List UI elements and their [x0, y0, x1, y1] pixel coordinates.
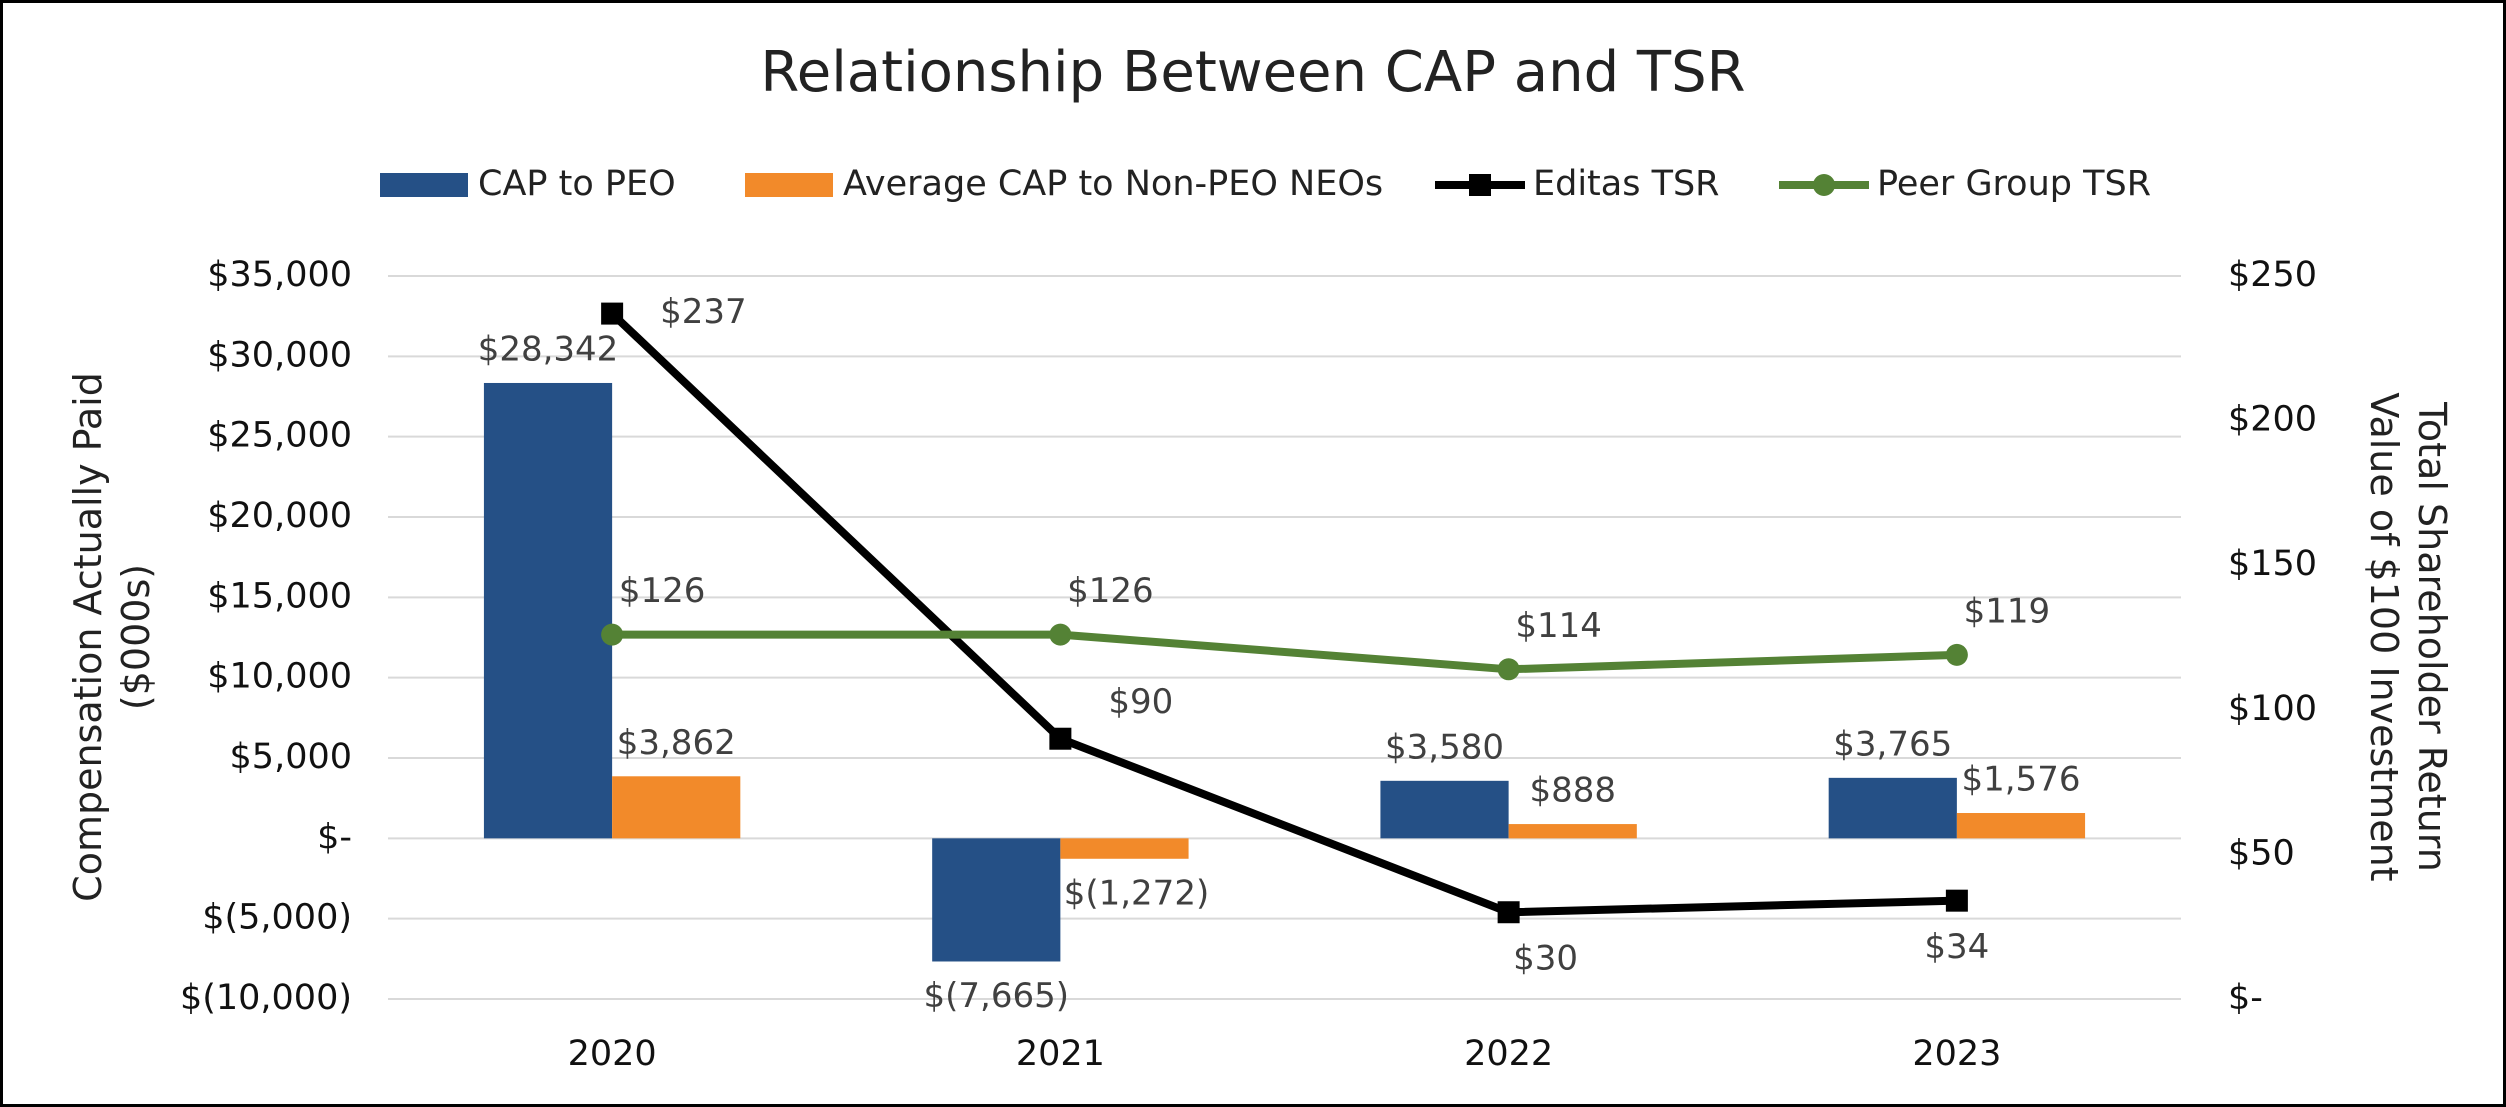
bar	[932, 838, 1061, 962]
legend-label: CAP to PEO	[478, 164, 676, 204]
data-label: $3,765	[1833, 724, 1952, 764]
legend-label: Editas TSR	[1533, 164, 1720, 204]
marker	[1497, 658, 1520, 681]
bar	[483, 382, 613, 839]
y2-tick-label: $150	[2228, 544, 2317, 584]
data-label: $119	[1964, 591, 2051, 631]
data-label: $237	[660, 292, 747, 332]
line	[612, 630, 1958, 674]
x-tick-label: 2021	[1016, 1034, 1105, 1074]
x-tick-label: 2022	[1464, 1034, 1553, 1074]
data-label: $30	[1513, 939, 1578, 979]
y-tick-label: $(5,000)	[202, 898, 352, 938]
data-label: $126	[1067, 571, 1154, 611]
y-axis-title-line: Compensation Actually Paid	[66, 372, 110, 902]
marker	[1049, 727, 1072, 750]
x-tick-label: 2023	[1912, 1034, 2001, 1074]
y-tick-label: $-	[317, 817, 352, 857]
data-label: $(7,665)	[924, 976, 1070, 1016]
y-tick-label: $20,000	[207, 496, 352, 536]
marker	[601, 302, 624, 325]
y2-axis-title: Total Shareholder ReturnValue of $100 In…	[2363, 392, 2455, 881]
legend-swatch	[745, 173, 833, 197]
bar	[1828, 777, 1957, 839]
legend-marker	[1469, 174, 1491, 196]
x-tick-label: 2020	[568, 1034, 657, 1074]
y-tick-label: $(10,000)	[180, 978, 352, 1018]
data-label: $3,580	[1385, 727, 1504, 767]
y2-tick-label: $200	[2228, 400, 2317, 440]
chart-title: Relationship Between CAP and TSR	[760, 40, 1745, 105]
y-tick-label: $25,000	[207, 416, 352, 456]
bar	[1508, 824, 1637, 839]
y2-tick-label: $100	[2228, 689, 2317, 729]
marker	[1049, 623, 1072, 646]
data-label: $888	[1529, 771, 1616, 811]
legend-label: Peer Group TSR	[1877, 164, 2151, 204]
y-tick-label: $30,000	[207, 335, 352, 375]
y2-tick-label: $50	[2228, 833, 2295, 873]
y-axis-title: Compensation Actually Paid ($000s)	[66, 372, 158, 902]
marker	[1945, 643, 1968, 666]
y-tick-label: $35,000	[207, 255, 352, 295]
y-tick-label: $5,000	[230, 737, 352, 777]
y-tick-label: $15,000	[207, 576, 352, 616]
data-label: $(1,272)	[1064, 873, 1210, 913]
legend-marker	[1813, 174, 1835, 196]
marker	[1497, 901, 1520, 924]
bar	[1380, 780, 1509, 839]
marker	[601, 623, 624, 646]
legend-swatch	[380, 173, 468, 197]
bar	[1956, 813, 2086, 839]
line	[609, 310, 1957, 917]
y-axis-title-line: ($000s)	[114, 564, 158, 710]
data-label: $3,862	[617, 723, 736, 763]
y-tick-label: $10,000	[207, 657, 352, 697]
marker	[1945, 889, 1968, 912]
data-label: $28,342	[478, 329, 619, 369]
y2-tick-label: $250	[2228, 255, 2317, 295]
data-label: $34	[1924, 927, 1989, 967]
y2-tick-label: $-	[2228, 978, 2263, 1018]
y2-axis-title-line: Value of $100 Investment	[2363, 392, 2407, 881]
y2-axis-title-line: Total Shareholder Return	[2411, 401, 2455, 872]
data-label: $114	[1515, 606, 1602, 646]
data-label: $1,576	[1961, 760, 2080, 800]
data-label: $126	[619, 571, 706, 611]
bar	[1060, 838, 1189, 859]
legend-label: Average CAP to Non-PEO NEOs	[843, 164, 1383, 204]
bar	[612, 776, 741, 839]
data-label: $90	[1108, 682, 1173, 722]
